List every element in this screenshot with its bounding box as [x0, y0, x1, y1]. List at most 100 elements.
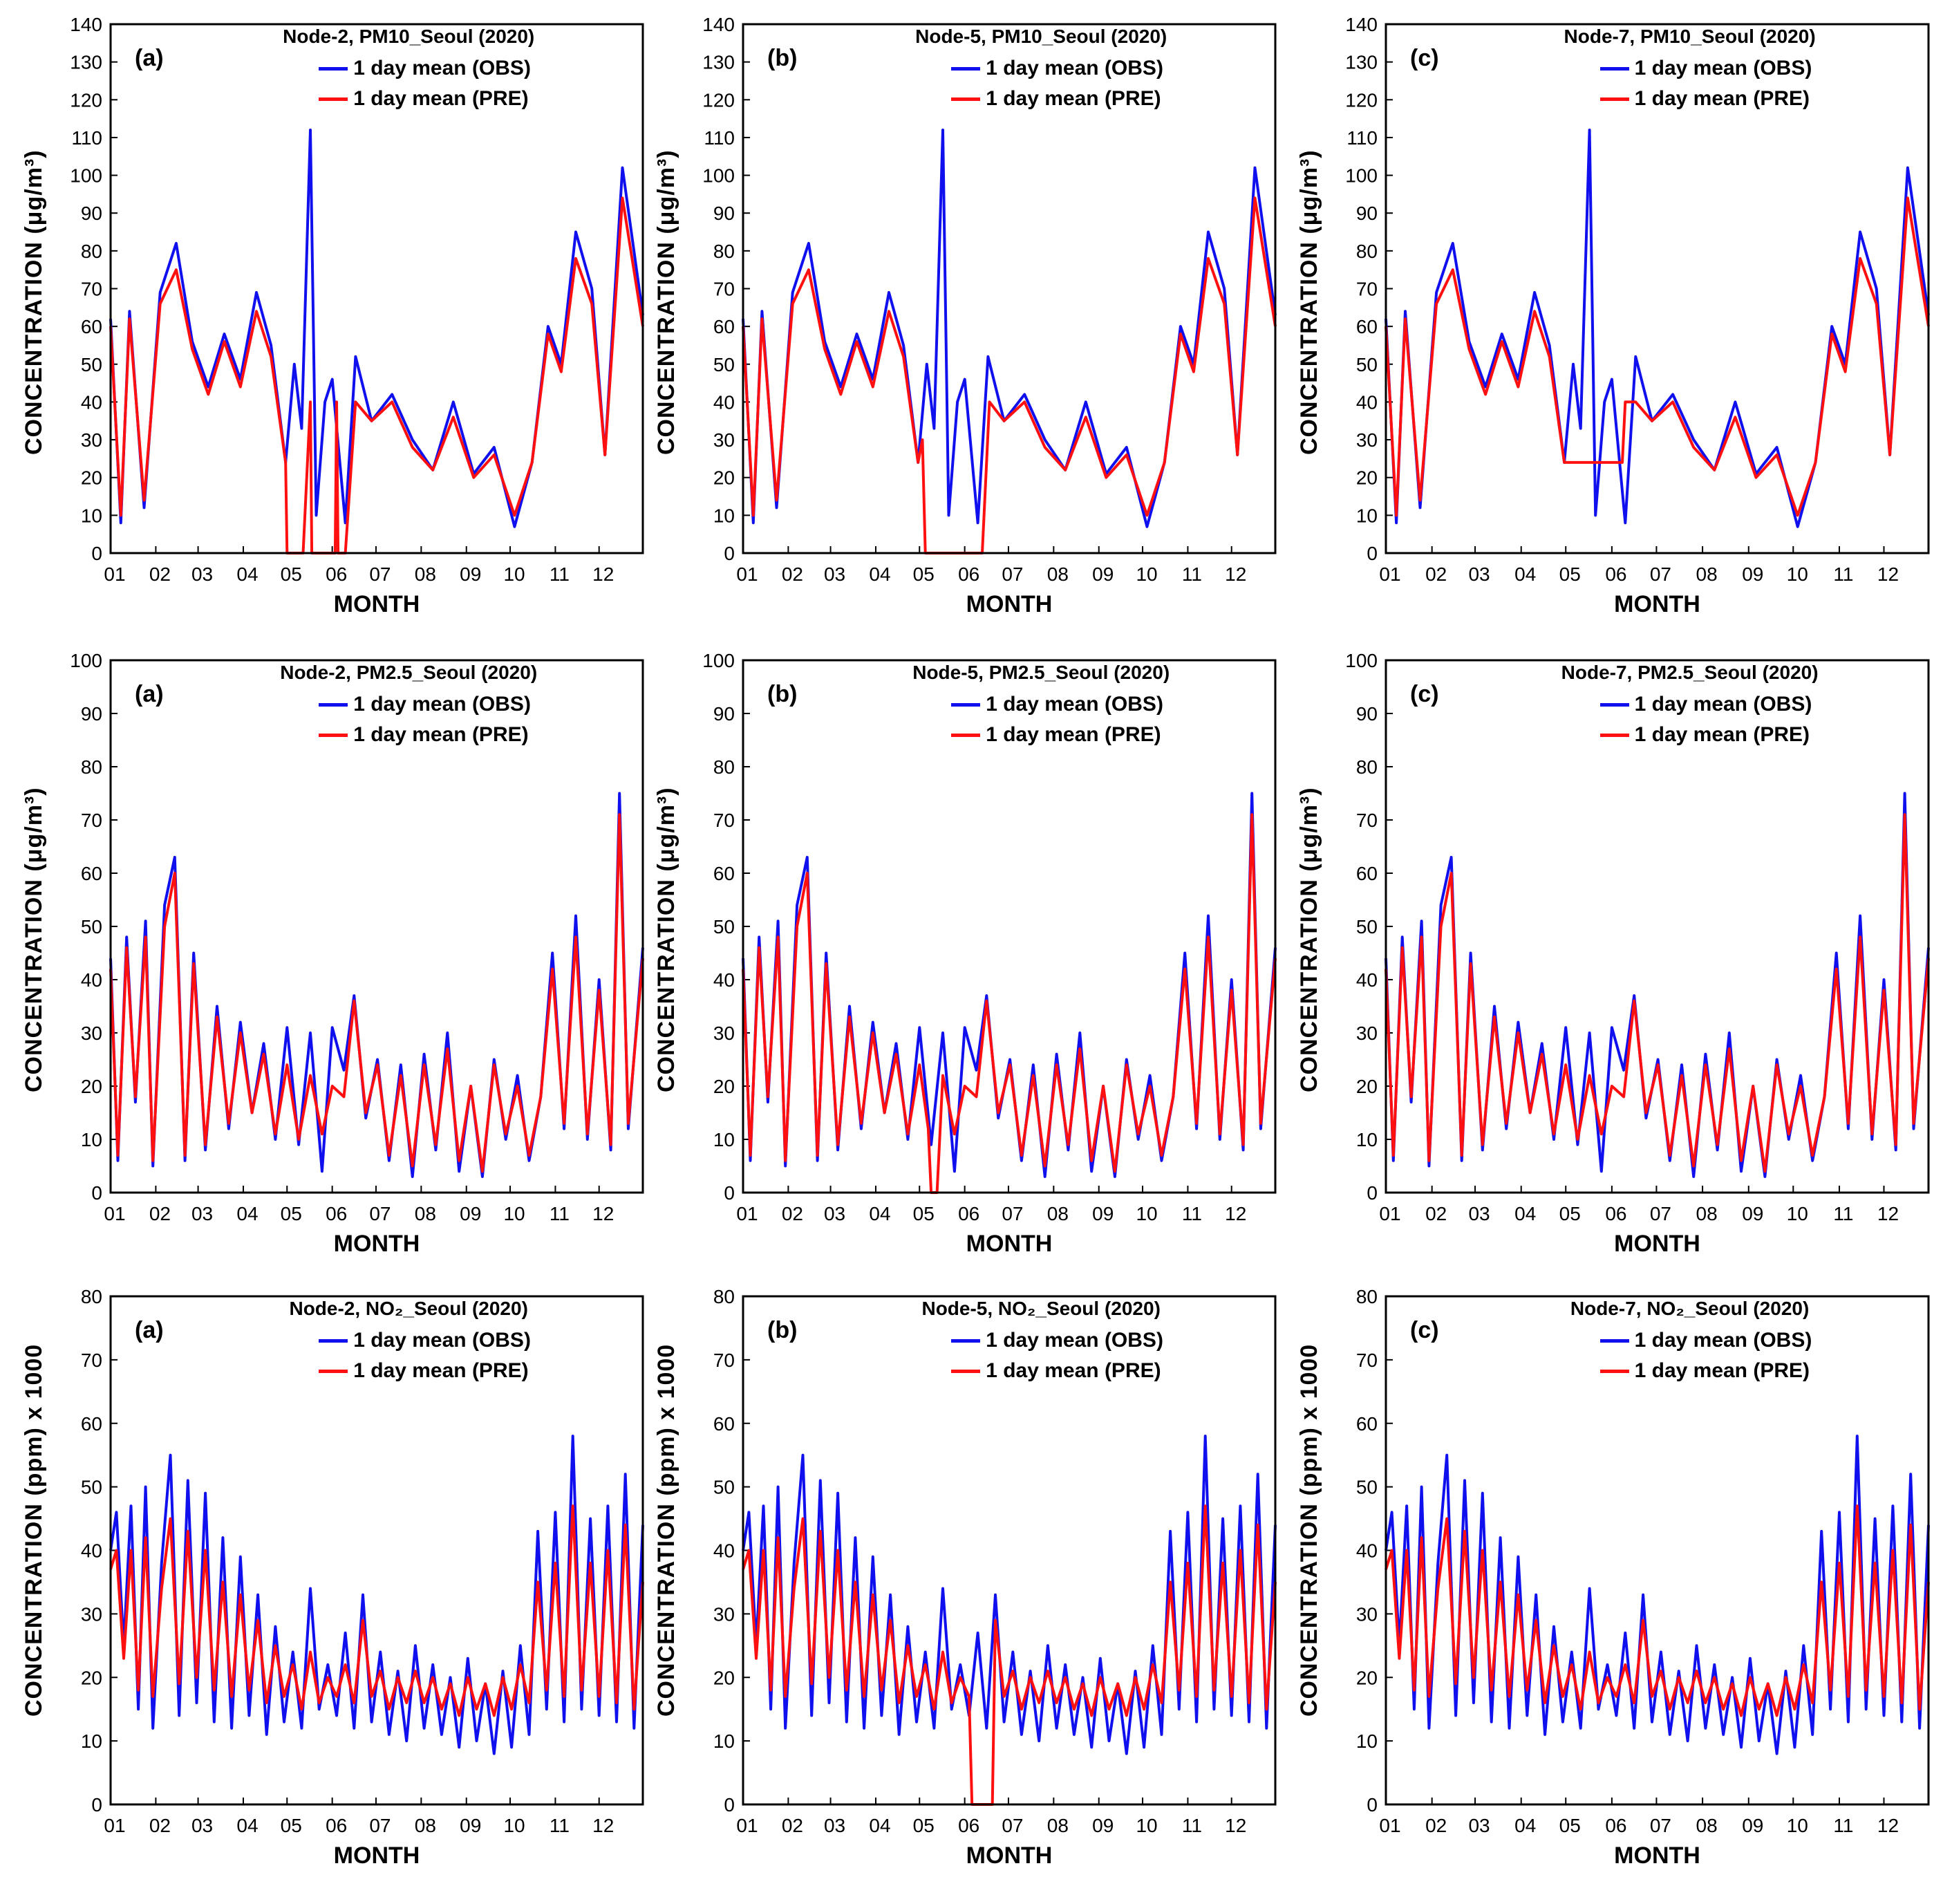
legend-label: 1 day mean (PRE) [353, 1359, 529, 1382]
x-tick-label: 09 [1092, 1815, 1114, 1836]
y-tick-label: 60 [81, 316, 102, 337]
y-tick-label: 30 [713, 1023, 735, 1044]
series-line-obs [109, 1435, 644, 1755]
x-tick-label: 03 [824, 563, 845, 585]
y-tick-label: 90 [81, 203, 102, 224]
x-tick-label: 09 [1742, 1815, 1763, 1836]
y-tick-label: 80 [81, 241, 102, 262]
x-tick-label: 11 [1182, 1203, 1202, 1224]
legend-swatch [1599, 1369, 1629, 1373]
chart-title: Node-7, NO₂_Seoul (2020) [1570, 1298, 1810, 1319]
y-tick-label: 70 [81, 810, 102, 831]
x-tick-label: 10 [1787, 1203, 1808, 1224]
y-tick-label: 50 [1356, 916, 1378, 937]
x-tick-label: 01 [104, 1203, 125, 1224]
legend-swatch [951, 1369, 981, 1373]
x-tick-label: 08 [415, 1203, 436, 1224]
x-tick-label: 07 [1002, 1815, 1023, 1836]
y-tick-label: 40 [713, 969, 735, 991]
legend-item-pre: 1 day mean (PRE) [951, 84, 1163, 114]
x-axis-label: MONTH [1614, 1231, 1700, 1257]
y-tick-label: 40 [81, 1540, 102, 1562]
legend-swatch [319, 97, 348, 101]
legend-item-obs: 1 day mean (OBS) [1599, 1325, 1812, 1356]
y-tick-label: 80 [81, 1286, 102, 1307]
y-tick-label: 10 [1356, 1129, 1378, 1150]
y-tick-label: 50 [81, 354, 102, 375]
series-line-pre [109, 1504, 644, 1717]
legend-label: 1 day mean (OBS) [986, 1329, 1163, 1352]
x-tick-label: 01 [1379, 1815, 1400, 1836]
y-tick-label: 20 [81, 1667, 102, 1688]
y-tick-label: 70 [81, 1350, 102, 1371]
y-tick-label: 10 [81, 1129, 102, 1150]
x-tick-label: 11 [550, 1203, 570, 1224]
legend-label: 1 day mean (PRE) [353, 723, 529, 746]
x-tick-label: 01 [736, 1815, 758, 1836]
x-tick-label: 10 [503, 1203, 525, 1224]
x-tick-label: 07 [1650, 1815, 1671, 1836]
x-tick-label: 09 [1092, 1203, 1114, 1224]
legend-swatch [1599, 97, 1629, 101]
y-tick-label: 0 [724, 543, 735, 564]
y-tick-label: 140 [1345, 14, 1378, 35]
y-tick-label: 20 [1356, 467, 1378, 489]
x-tick-label: 01 [1379, 1203, 1400, 1224]
x-tick-label: 02 [1425, 563, 1447, 585]
y-tick-label: 100 [70, 650, 102, 671]
y-tick-label: 30 [713, 1603, 735, 1625]
panel-letter: (a) [135, 45, 164, 71]
x-tick-label: 04 [236, 1203, 258, 1224]
x-tick-label: 09 [1092, 563, 1114, 585]
x-tick-label: 09 [460, 1815, 481, 1836]
y-tick-label: 20 [713, 1667, 735, 1688]
y-tick-label: 0 [1367, 543, 1378, 564]
y-tick-label: 60 [81, 863, 102, 884]
plot-frame [109, 23, 644, 554]
y-tick-label: 130 [70, 52, 102, 73]
legend-swatch [319, 1338, 348, 1343]
x-tick-label: 06 [1605, 1203, 1626, 1224]
y-tick-label: 0 [1367, 1182, 1378, 1204]
series-line-obs [742, 1435, 1277, 1755]
x-tick-label: 02 [782, 1203, 803, 1224]
series-line-obs [742, 792, 1277, 1178]
x-tick-label: 08 [415, 563, 436, 585]
y-tick-label: 100 [702, 650, 735, 671]
x-tick-label: 08 [1047, 563, 1069, 585]
legend-item-pre: 1 day mean (PRE) [319, 1356, 531, 1386]
chart-legend: 1 day mean (OBS) 1 day mean (PRE) [319, 1325, 531, 1386]
y-tick-label: 60 [713, 316, 735, 337]
y-tick-label: 90 [713, 703, 735, 725]
x-tick-label: 10 [503, 1815, 525, 1836]
x-tick-label: 02 [1425, 1203, 1447, 1224]
y-tick-label: 30 [713, 429, 735, 451]
legend-item-obs: 1 day mean (OBS) [951, 689, 1163, 720]
x-tick-label: 08 [1696, 1203, 1718, 1224]
x-tick-label: 12 [1225, 1815, 1246, 1836]
y-tick-label: 90 [1356, 703, 1378, 725]
x-tick-label: 11 [1833, 563, 1853, 585]
chart-title: Node-2, NO₂_Seoul (2020) [289, 1298, 528, 1319]
x-axis-label: MONTH [966, 591, 1053, 617]
x-axis-label: MONTH [1614, 1842, 1700, 1869]
y-tick-label: 10 [1356, 505, 1378, 526]
chart-legend: 1 day mean (OBS) 1 day mean (PRE) [1599, 689, 1812, 750]
panel-letter: (b) [767, 681, 798, 707]
y-tick-label: 90 [81, 703, 102, 725]
x-tick-label: 05 [1559, 1203, 1581, 1224]
y-tick-label: 100 [1345, 650, 1378, 671]
x-tick-label: 01 [104, 563, 125, 585]
legend-item-pre: 1 day mean (PRE) [1599, 84, 1812, 114]
y-tick-label: 100 [1345, 165, 1378, 187]
legend-item-pre: 1 day mean (PRE) [319, 84, 531, 114]
x-tick-label: 09 [1742, 563, 1763, 585]
y-tick-label: 60 [1356, 863, 1378, 884]
plot-frame [742, 1295, 1277, 1806]
y-tick-label: 50 [81, 916, 102, 937]
y-tick-label: 30 [81, 429, 102, 451]
legend-swatch [319, 733, 348, 737]
x-tick-label: 03 [191, 1815, 213, 1836]
